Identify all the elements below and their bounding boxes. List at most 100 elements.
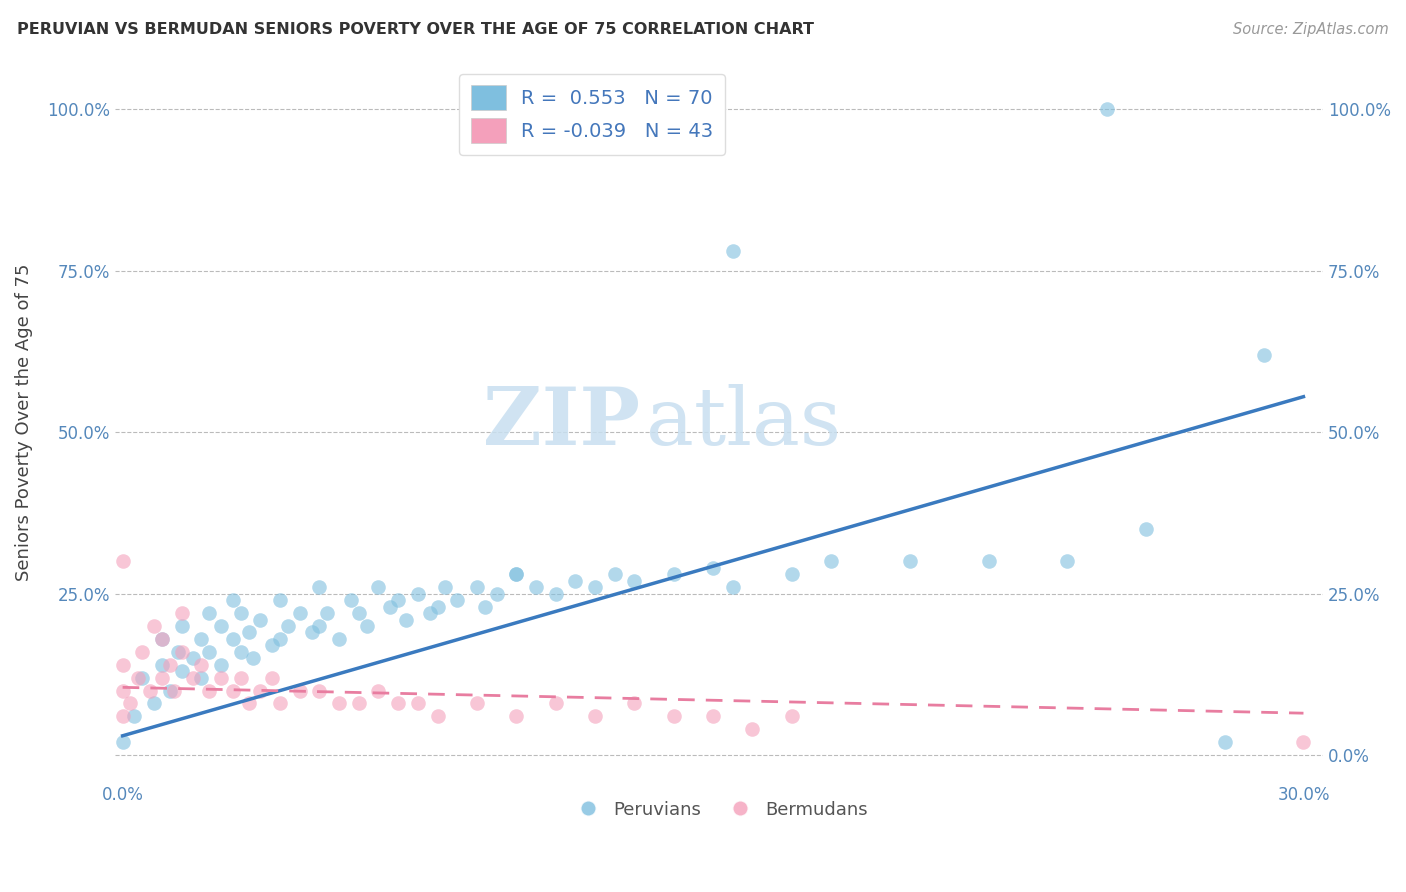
Point [131,645,153,659]
Point [170,664,193,678]
Point [316,606,339,620]
Point [190,671,212,685]
Point [170,619,193,633]
Point [166,645,188,659]
Point [426,709,449,723]
Point [387,697,409,711]
Point [328,697,350,711]
Point [238,625,260,640]
Point [485,587,508,601]
Point [367,683,389,698]
Point [111,735,134,749]
Point [395,613,418,627]
Point [209,657,232,672]
Point [131,671,153,685]
Point [419,606,441,620]
Point [465,580,488,594]
Point [198,606,221,620]
Point [898,554,921,568]
Point [446,593,468,607]
Point [380,599,402,614]
Point [150,657,173,672]
Point [111,709,134,723]
Point [434,580,457,594]
Point [238,697,260,711]
Point [623,574,645,588]
Point [183,651,205,665]
Point [190,632,212,646]
Point [288,606,311,620]
Point [328,632,350,646]
Point [603,567,626,582]
Point [356,619,378,633]
Point [1135,522,1157,536]
Point [1292,735,1315,749]
Point [1056,554,1078,568]
Point [741,723,763,737]
Point [190,657,212,672]
Legend: Peruvians, Bermudans: Peruvians, Bermudans [562,793,876,826]
Point [143,619,166,633]
Point [583,580,606,594]
Point [623,697,645,711]
Point [262,638,284,652]
Point [111,657,134,672]
Point [308,580,330,594]
Text: Source: ZipAtlas.com: Source: ZipAtlas.com [1233,22,1389,37]
Y-axis label: Seniors Poverty Over the Age of 75: Seniors Poverty Over the Age of 75 [15,264,32,582]
Point [524,580,547,594]
Point [269,593,291,607]
Point [721,580,744,594]
Point [198,645,221,659]
Point [170,606,193,620]
Point [242,651,264,665]
Point [820,554,842,568]
Point [120,697,142,711]
Point [340,593,363,607]
Point [544,587,567,601]
Point [229,645,252,659]
Point [277,619,299,633]
Point [249,613,271,627]
Point [505,709,527,723]
Point [159,683,181,698]
Text: ZIP: ZIP [484,384,640,461]
Point [780,709,803,723]
Point [347,606,370,620]
Text: atlas: atlas [647,384,842,461]
Point [347,697,370,711]
Point [249,683,271,698]
Point [308,619,330,633]
Point [127,671,149,685]
Point [301,625,323,640]
Point [1095,103,1118,117]
Point [269,697,291,711]
Point [150,671,173,685]
Point [387,593,409,607]
Point [474,599,496,614]
Point [406,587,429,601]
Point [163,683,186,698]
Point [229,671,252,685]
Point [288,683,311,698]
Point [159,657,181,672]
Point [222,632,245,646]
Point [367,580,389,594]
Point [198,683,221,698]
Point [111,683,134,698]
Point [702,561,724,575]
Point [1253,348,1275,362]
Point [780,567,803,582]
Point [222,593,245,607]
Point [222,683,245,698]
Point [564,574,586,588]
Point [583,709,606,723]
Point [170,645,193,659]
Point [662,709,685,723]
Point [269,632,291,646]
Point [426,599,449,614]
Point [977,554,1000,568]
Point [183,671,205,685]
Point [229,606,252,620]
Point [262,671,284,685]
